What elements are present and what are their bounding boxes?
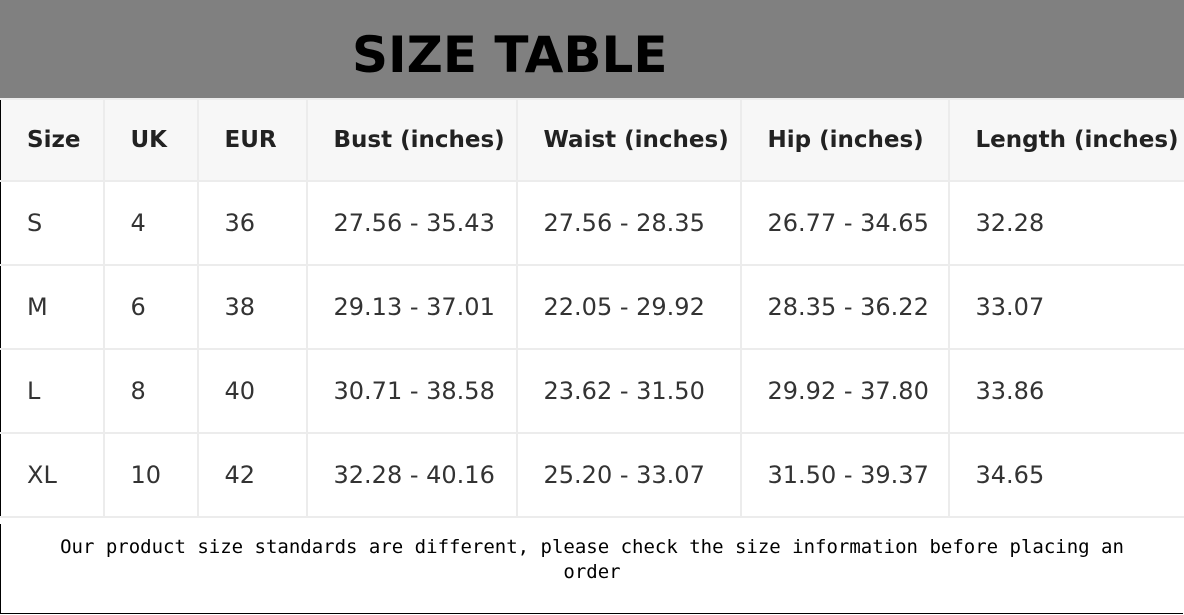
column-header: Length (inches) <box>947 98 1184 182</box>
column-header: EUR <box>196 98 308 182</box>
table-header-row: Size UK EUR Bust (inches) Waist (inches) Hip … <box>0 98 1184 182</box>
table-cell: 23.62 - 31.50 <box>515 348 742 434</box>
table-cell: 6 <box>102 264 199 350</box>
title-banner: SIZE TABLE <box>0 0 1184 98</box>
table-cell: 34.65 <box>947 432 1184 518</box>
table-cell: 29.92 - 37.80 <box>739 348 950 434</box>
table-cell: 29.13 - 37.01 <box>305 264 518 350</box>
table-cell: XL <box>0 432 105 518</box>
size-note-text: Our product size standards are different… <box>60 536 1124 583</box>
table-cell: 27.56 - 28.35 <box>515 180 742 266</box>
table-cell: 22.05 - 29.92 <box>515 264 742 350</box>
table-cell: 31.50 - 39.37 <box>739 432 950 518</box>
table-cell: 25.20 - 33.07 <box>515 432 742 518</box>
table-row: M 6 38 29.13 - 37.01 22.05 - 29.92 28.35 - 36… <box>0 264 1184 350</box>
table-cell: 36 <box>196 180 308 266</box>
table-cell: 40 <box>196 348 308 434</box>
table-cell: 38 <box>196 264 308 350</box>
column-header: Hip (inches) <box>739 98 950 182</box>
table-cell: 26.77 - 34.65 <box>739 180 950 266</box>
table-cell: 33.07 <box>947 264 1184 350</box>
table-cell: M <box>0 264 105 350</box>
table-cell: 4 <box>102 180 199 266</box>
size-note: Our product size standards are different… <box>0 524 1183 614</box>
column-header: Bust (inches) <box>305 98 518 182</box>
column-header: Waist (inches) <box>515 98 742 182</box>
column-header: UK <box>102 98 199 182</box>
table-cell: S <box>0 180 105 266</box>
table-cell: 27.56 - 35.43 <box>305 180 518 266</box>
table-row: S 4 36 27.56 - 35.43 27.56 - 28.35 26.77 - 34… <box>0 180 1184 266</box>
column-header: Size <box>0 98 105 182</box>
table-cell: 8 <box>102 348 199 434</box>
table-cell: L <box>0 348 105 434</box>
size-table: Size UK EUR Bust (inches) Waist (inches) Hip … <box>0 98 1184 518</box>
table-cell: 28.35 - 36.22 <box>739 264 950 350</box>
page-title: SIZE TABLE <box>352 26 668 84</box>
table-cell: 32.28 - 40.16 <box>305 432 518 518</box>
table-cell: 32.28 <box>947 180 1184 266</box>
table-cell: 42 <box>196 432 308 518</box>
table-cell: 33.86 <box>947 348 1184 434</box>
table-cell: 30.71 - 38.58 <box>305 348 518 434</box>
table-row: L 8 40 30.71 - 38.58 23.62 - 31.50 29.92 - 37… <box>0 348 1184 434</box>
table-row: XL 10 42 32.28 - 40.16 25.20 - 33.07 31.50 - … <box>0 432 1184 518</box>
table-cell: 10 <box>102 432 199 518</box>
